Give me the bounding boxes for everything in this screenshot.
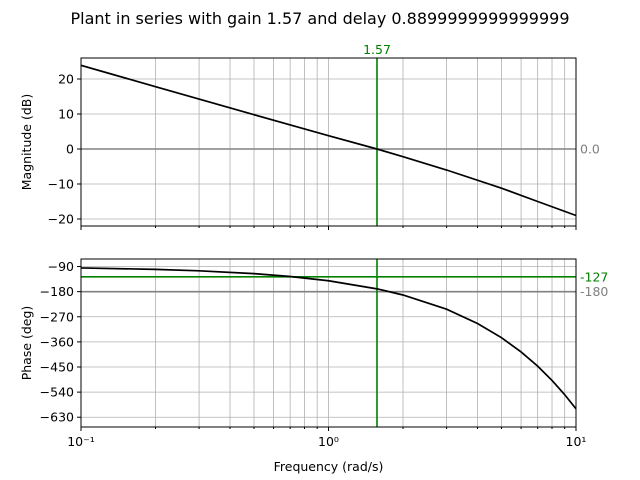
series-line [81, 64, 576, 217]
y-tick-label: −450 [40, 360, 74, 375]
x-axis-label: Frequency (rad/s) [274, 459, 384, 474]
y-axis-label: Phase (deg) [19, 306, 34, 381]
x-tick-label: 10¹ [566, 434, 587, 449]
y-tick-label: −270 [40, 309, 74, 324]
y-tick-label: −20 [48, 212, 74, 227]
magnitude-panel: 0.0 1.57 20 10 0 −10 −20 Magnitude (dB) [19, 42, 600, 230]
reference-line-label: 1.57 [363, 42, 391, 57]
reference-line-label: -180 [580, 284, 608, 299]
y-tick-label: 10 [58, 107, 74, 122]
y-tick-label: −540 [40, 385, 74, 400]
y-tick-label: 0 [66, 142, 74, 157]
figure-title: Plant in series with gain 1.57 and delay… [70, 9, 569, 28]
phase-panel: -180-127 −90 −180 −270 −360 −450 −540 −630 10⁻¹ 1… [19, 258, 608, 474]
y-axis-label: Magnitude (dB) [19, 94, 34, 190]
series-line [81, 267, 576, 410]
y-tick-label: 20 [58, 72, 74, 87]
y-tick-label: −630 [40, 410, 74, 425]
y-tick-label: −360 [40, 334, 74, 349]
reference-line-label: 0.0 [580, 142, 600, 157]
y-tick-label: −10 [48, 177, 74, 192]
x-tick-label: 10⁰ [318, 434, 339, 449]
y-tick-label: −180 [40, 284, 74, 299]
y-tick-label: −90 [48, 259, 74, 274]
reference-line-label: -127 [580, 269, 608, 284]
x-tick-label: 10⁻¹ [67, 434, 95, 449]
grid [80, 58, 577, 226]
grid [80, 259, 577, 427]
